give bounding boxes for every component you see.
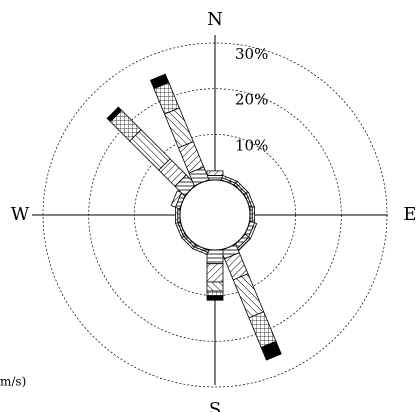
wind-segment <box>206 263 224 283</box>
wind-segment <box>163 107 194 149</box>
wind-segment <box>170 190 183 208</box>
wind-segment <box>236 236 251 251</box>
direction-label: W <box>11 204 30 225</box>
wind-segment <box>175 206 179 224</box>
wind-segment <box>150 73 170 90</box>
wind-segment <box>248 311 277 348</box>
wind-segment <box>251 206 255 224</box>
wind-segment <box>129 129 171 171</box>
r-tick-label: 20% <box>235 91 268 109</box>
wind-segment <box>206 281 224 292</box>
direction-label: N <box>207 9 223 30</box>
wind-segment <box>247 222 258 239</box>
r-tick-label: 30% <box>235 45 268 63</box>
calm-circle <box>179 179 251 251</box>
wind-segment <box>206 170 224 176</box>
wind-segment <box>206 290 224 297</box>
direction-label: E <box>403 204 416 225</box>
r-tick-label: 10% <box>235 136 268 154</box>
wind-segment <box>206 175 224 181</box>
wind-segment <box>206 295 224 301</box>
wind-segment <box>232 273 265 319</box>
wind-segment <box>260 340 282 361</box>
wind-segment <box>106 106 123 123</box>
wind-segment <box>206 249 224 265</box>
unit-label: m/s) <box>0 375 26 389</box>
direction-label: S <box>209 399 221 412</box>
